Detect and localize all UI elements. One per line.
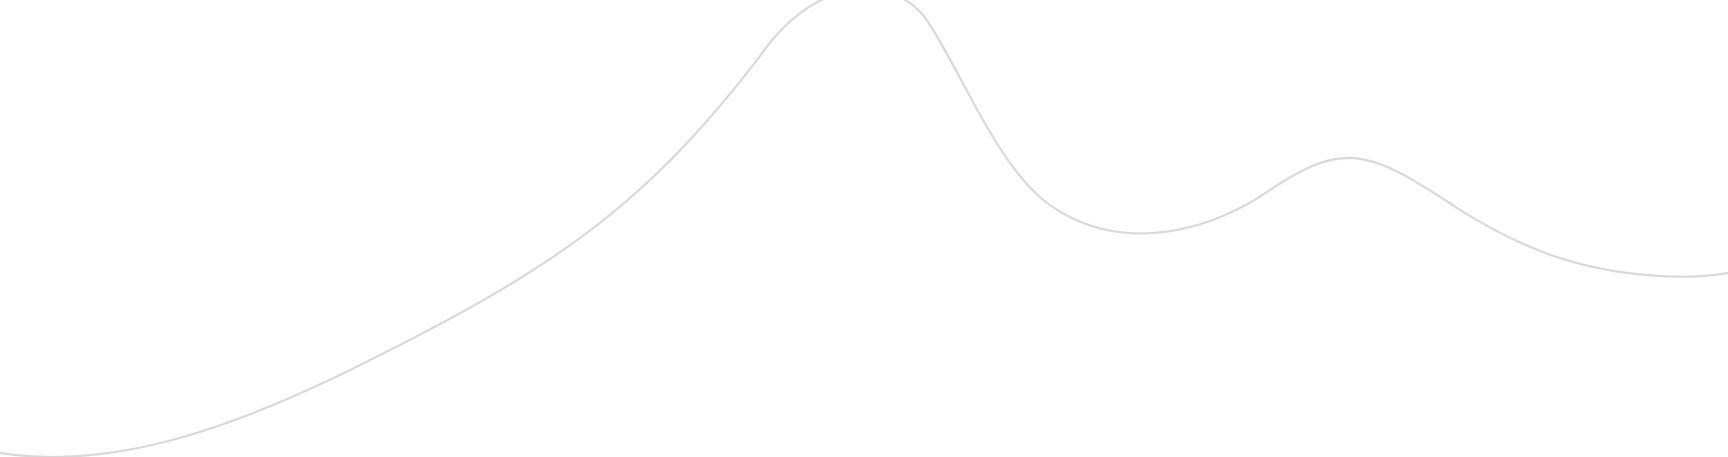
decorative-background <box>0 0 1728 457</box>
wave-line-graphic <box>0 0 1728 457</box>
wave-curve <box>0 0 1728 457</box>
